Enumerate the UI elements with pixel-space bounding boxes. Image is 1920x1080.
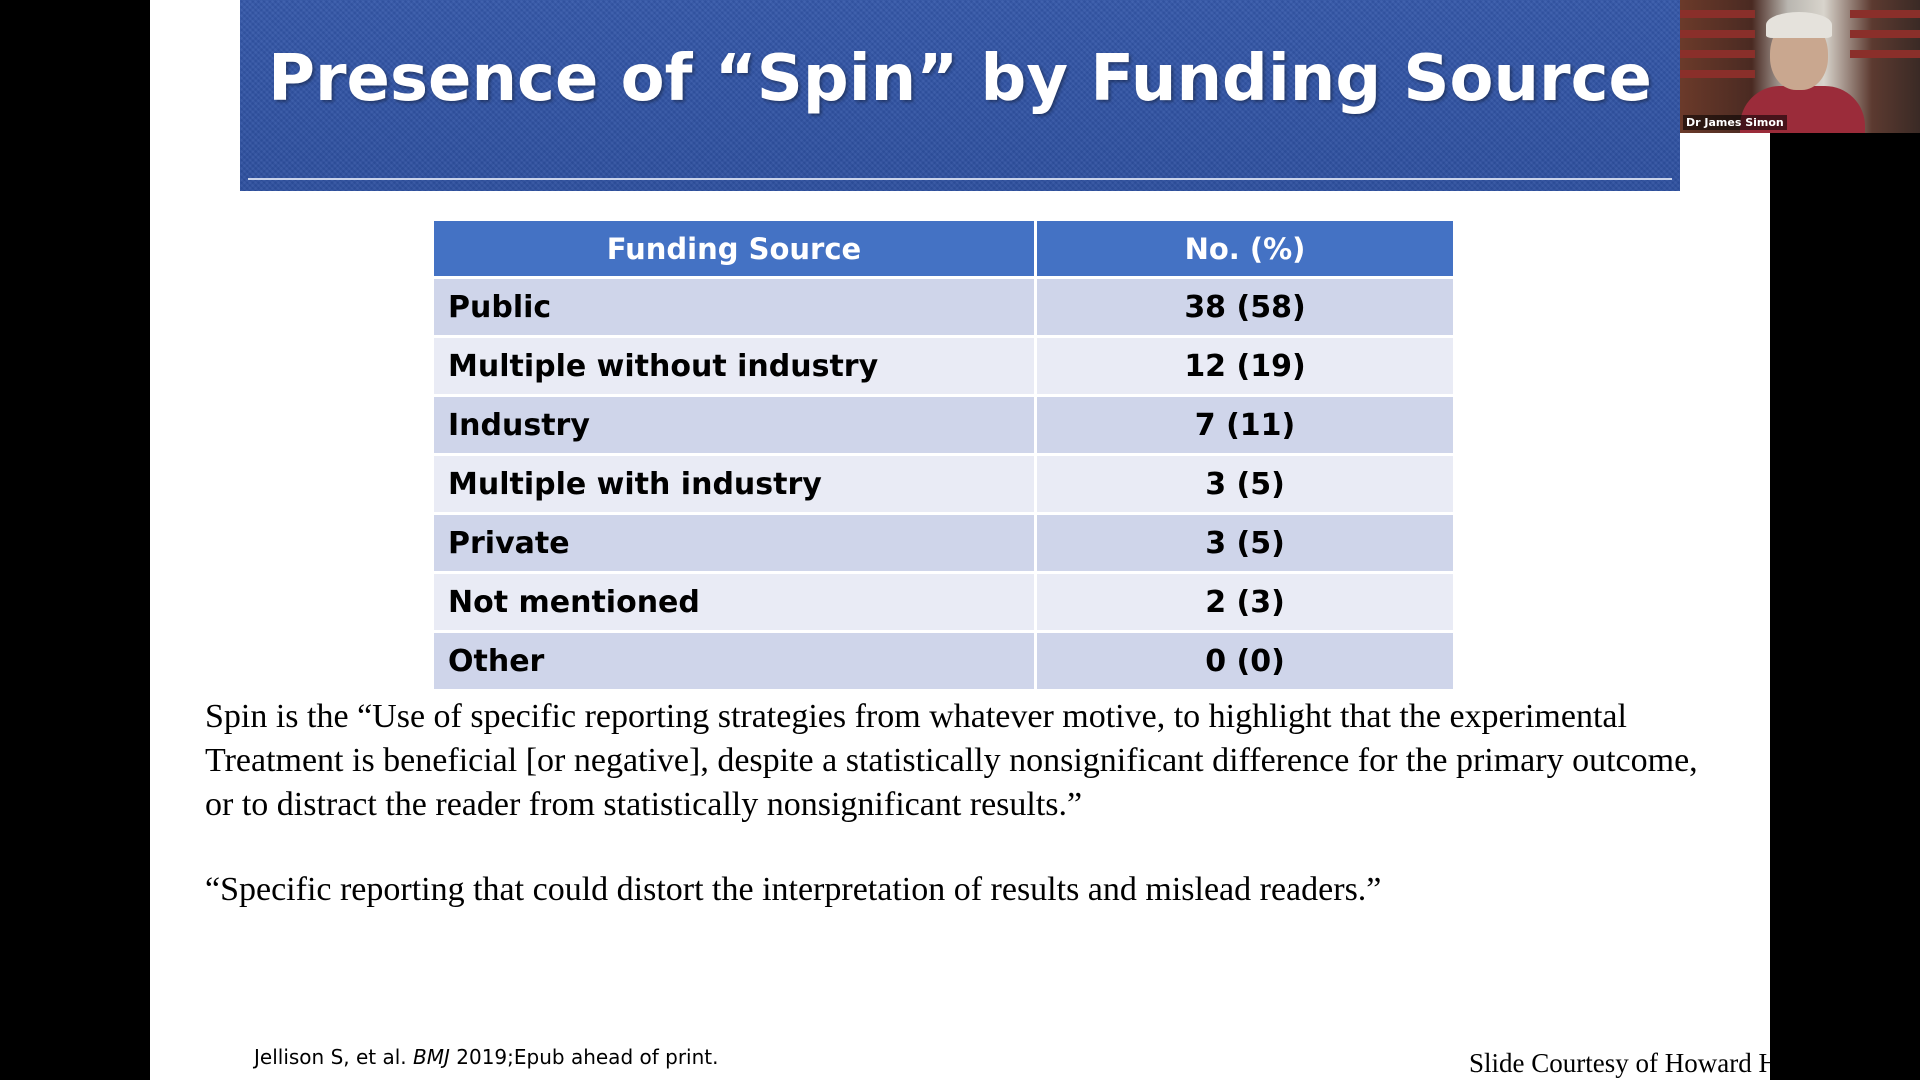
table-header-row: Funding Source No. (%) [434, 221, 1453, 279]
bookshelf-decor [1680, 50, 1755, 58]
bookshelf-decor [1850, 10, 1920, 18]
table-row: Not mentioned 2 (3) [434, 572, 1453, 633]
row-source: Public [434, 277, 1037, 338]
title-banner: Presence of “Spin” by Funding Source [240, 0, 1680, 191]
slide-courtesy: Slide Courtesy of Howard Hodis, MD [1469, 1048, 1880, 1078]
row-source: Private [434, 513, 1037, 574]
participant-hair [1766, 12, 1832, 38]
table-row: Multiple without industry 12 (19) [434, 336, 1453, 397]
citation: Jellison S, et al. BMJ 2019;Epub ahead o… [254, 1045, 718, 1069]
row-value: 7 (11) [1035, 395, 1453, 456]
bookshelf-decor [1850, 30, 1920, 38]
title-divider [248, 178, 1672, 180]
row-value: 12 (19) [1035, 336, 1453, 397]
table-row: Other 0 (0) [434, 631, 1453, 692]
participant-video-tile[interactable]: Dr James Simon [1680, 0, 1920, 133]
presentation-slide: Presence of “Spin” by Funding Source Fun… [150, 0, 1770, 1080]
spin-definition-text: Spin is the “Use of specific reporting s… [205, 698, 1698, 823]
participant-name-label: Dr James Simon [1683, 115, 1787, 130]
row-source: Not mentioned [434, 572, 1037, 633]
table-row: Industry 7 (11) [434, 395, 1453, 456]
row-source: Other [434, 631, 1037, 692]
row-value: 3 (5) [1035, 513, 1453, 574]
row-value: 2 (3) [1035, 572, 1453, 633]
bookshelf-decor [1850, 50, 1920, 58]
header-funding-source: Funding Source [434, 221, 1037, 279]
row-source: Industry [434, 395, 1037, 456]
table-row: Multiple with industry 3 (5) [434, 454, 1453, 515]
bookshelf-decor [1680, 70, 1755, 78]
citation-journal: BMJ [413, 1045, 450, 1069]
row-source: Multiple with industry [434, 454, 1037, 515]
row-value: 3 (5) [1035, 454, 1453, 515]
funding-table: Funding Source No. (%) Public 38 (58) Mu… [434, 221, 1453, 692]
bookshelf-decor [1680, 10, 1755, 18]
citation-details: 2019;Epub ahead of print. [456, 1045, 719, 1069]
slide-title: Presence of “Spin” by Funding Source [268, 42, 1652, 116]
citation-authors: Jellison S, et al. [254, 1045, 407, 1069]
bookshelf-decor [1680, 30, 1755, 38]
row-value: 0 (0) [1035, 631, 1453, 692]
row-source: Multiple without industry [434, 336, 1037, 397]
row-value: 38 (58) [1035, 277, 1453, 338]
table-row: Private 3 (5) [434, 513, 1453, 574]
table-row: Public 38 (58) [434, 277, 1453, 338]
header-count-percent: No. (%) [1035, 221, 1453, 279]
spin-second-quote: “Specific reporting that could distort t… [205, 871, 1382, 908]
